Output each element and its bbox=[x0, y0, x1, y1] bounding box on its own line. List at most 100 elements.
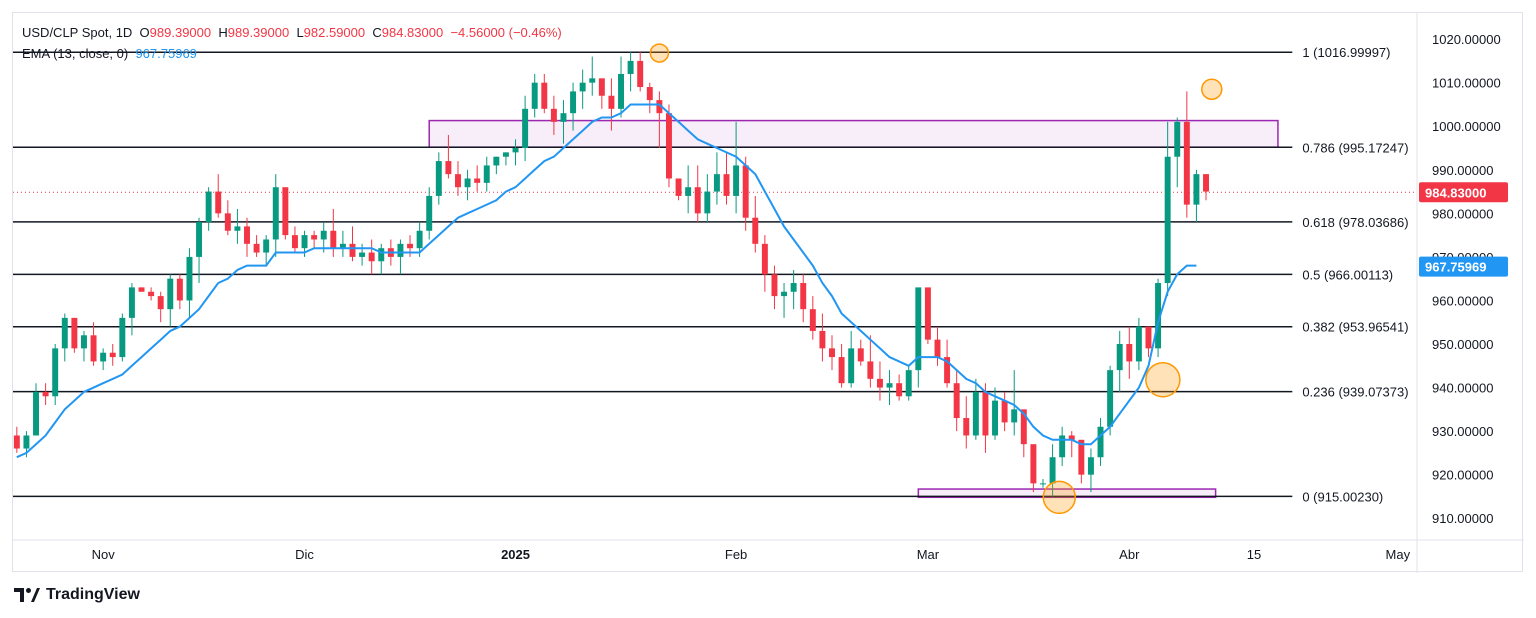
candle-body bbox=[944, 357, 951, 384]
fib-level-label: 0.618 (978.03686) bbox=[1302, 215, 1408, 230]
candle-body bbox=[1049, 457, 1056, 484]
x-tick-label: Abr bbox=[1119, 547, 1140, 562]
candle-body bbox=[848, 348, 855, 384]
candle-body bbox=[704, 191, 711, 214]
x-tick-label: Mar bbox=[917, 547, 940, 562]
candle-body bbox=[1116, 344, 1123, 371]
candle-body bbox=[1193, 174, 1200, 205]
candle-body bbox=[42, 391, 49, 397]
candle-body bbox=[723, 174, 730, 196]
recent-high-marker bbox=[1201, 78, 1223, 100]
high-label: H bbox=[218, 25, 228, 40]
candle-body bbox=[675, 178, 682, 196]
candle-body bbox=[550, 108, 557, 122]
candle-body bbox=[1078, 439, 1085, 475]
candle-body bbox=[953, 383, 960, 419]
candle-body bbox=[33, 391, 39, 436]
candle-body bbox=[963, 418, 970, 436]
y-tick-label: 960.00000 bbox=[1432, 293, 1493, 308]
symbol-label[interactable]: USD/CLP Spot, 1D bbox=[22, 25, 133, 40]
ema-price-badge: 967.75969 bbox=[1425, 260, 1486, 275]
candle-body bbox=[272, 187, 279, 240]
close-value: 984.83000 bbox=[381, 25, 444, 40]
candle-body bbox=[205, 191, 212, 223]
candle-body bbox=[1011, 409, 1018, 423]
candle-body bbox=[1183, 121, 1190, 205]
candle-body bbox=[915, 287, 922, 371]
candle-body bbox=[1203, 174, 1209, 192]
chart-legend: USD/CLP Spot, 1D O989.39000 H989.39000 L… bbox=[22, 22, 562, 64]
candle-body bbox=[838, 357, 845, 384]
candle-body bbox=[685, 187, 692, 196]
candle-body bbox=[330, 230, 337, 249]
candle-body bbox=[541, 82, 548, 109]
y-tick-label: 1020.00000 bbox=[1432, 32, 1501, 47]
fib-level-label: 0.5 (966.00113) bbox=[1302, 267, 1393, 282]
y-tick-label: 990.00000 bbox=[1432, 163, 1493, 178]
candle-body bbox=[502, 152, 509, 157]
candle-body bbox=[320, 230, 327, 240]
candle-body bbox=[781, 291, 788, 297]
candle-body bbox=[1040, 483, 1046, 485]
candle-body bbox=[656, 100, 663, 114]
candle-body bbox=[1068, 435, 1075, 440]
candle-body bbox=[1174, 121, 1181, 157]
y-tick-label: 930.00000 bbox=[1432, 424, 1493, 439]
candle-body bbox=[800, 283, 807, 310]
ema-cross-marker bbox=[1145, 361, 1181, 398]
candle-body bbox=[119, 317, 126, 358]
high-value: 989.39000 bbox=[227, 25, 290, 40]
price-chart[interactable]: 1 (1016.99997) 0.786 (995.17247) 0.618 (97… bbox=[13, 13, 1524, 573]
y-tick-label: 980.00000 bbox=[1432, 206, 1493, 221]
y-tick-label: 940.00000 bbox=[1432, 381, 1493, 396]
candle-body bbox=[665, 113, 672, 179]
candle-body bbox=[464, 178, 471, 188]
ohlc-legend-row: USD/CLP Spot, 1D O989.39000 H989.39000 L… bbox=[22, 22, 562, 43]
candle-body bbox=[100, 352, 107, 362]
candle-body bbox=[80, 335, 87, 349]
candle-body bbox=[339, 243, 346, 249]
candle-body bbox=[445, 161, 452, 175]
candle-body bbox=[483, 165, 490, 183]
candle-body bbox=[1020, 409, 1027, 445]
candle-body bbox=[1126, 344, 1133, 362]
candle-body bbox=[359, 252, 366, 257]
candle-body bbox=[224, 213, 231, 231]
tradingview-brand[interactable]: TradingView bbox=[14, 586, 140, 604]
candle-body bbox=[1155, 283, 1162, 349]
candle-body bbox=[1107, 370, 1114, 427]
candle-body bbox=[186, 256, 193, 301]
candle-body bbox=[90, 335, 97, 362]
chart-frame: 1 (1016.99997) 0.786 (995.17247) 0.618 (97… bbox=[12, 12, 1524, 573]
ema-line bbox=[16, 103, 1197, 459]
candle-body bbox=[598, 78, 605, 96]
last-price-badge-bg bbox=[1419, 182, 1508, 203]
candle-body bbox=[407, 243, 414, 249]
candle-body bbox=[61, 317, 68, 349]
candle-body bbox=[1059, 435, 1066, 458]
candle-body bbox=[829, 348, 835, 358]
open-label: O bbox=[139, 25, 150, 40]
candle-body bbox=[167, 278, 174, 310]
candle-body bbox=[435, 161, 442, 196]
candle-body bbox=[148, 291, 155, 297]
brand-name: TradingView bbox=[46, 586, 140, 603]
candle-body bbox=[234, 226, 241, 231]
candle-body bbox=[896, 383, 903, 397]
candle-body bbox=[570, 91, 577, 114]
fib-level-label: 0.382 (953.96541) bbox=[1302, 320, 1408, 335]
candle-body bbox=[531, 82, 538, 109]
bottom-marker bbox=[1042, 480, 1077, 515]
fib-level-label: 0.786 (995.17247) bbox=[1302, 140, 1408, 155]
candle-body bbox=[752, 217, 759, 244]
ema-legend-row[interactable]: EMA (13, close, 0) 967.75969 bbox=[22, 43, 562, 64]
x-tick-label: Dic bbox=[295, 547, 314, 562]
x-tick-label: 2025 bbox=[501, 547, 530, 562]
candle-body bbox=[397, 243, 404, 257]
candle-body bbox=[455, 174, 461, 188]
low-label: L bbox=[296, 25, 304, 40]
x-tick-label: Nov bbox=[92, 547, 116, 562]
candle-body bbox=[713, 174, 720, 192]
candle-body bbox=[867, 361, 874, 379]
top-marker bbox=[649, 43, 670, 63]
